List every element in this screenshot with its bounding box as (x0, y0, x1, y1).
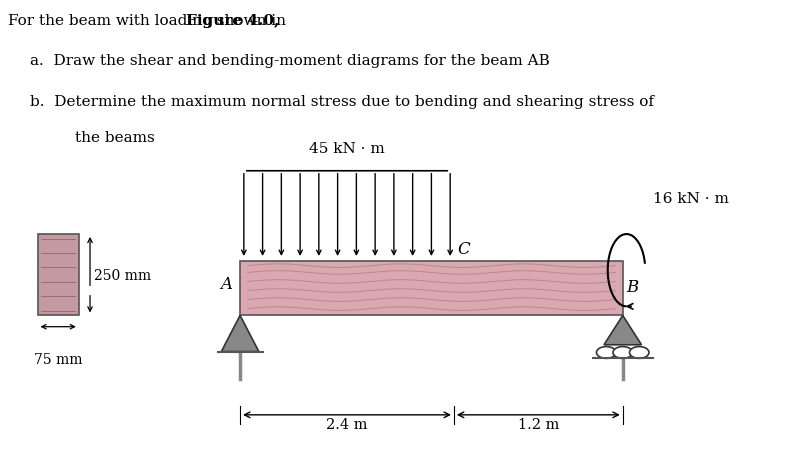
Polygon shape (604, 316, 641, 345)
Text: 16 kN · m: 16 kN · m (652, 192, 729, 205)
Text: 45 kN · m: 45 kN · m (309, 142, 385, 156)
Text: b.  Determine the maximum normal stress due to bending and shearing stress of: b. Determine the maximum normal stress d… (30, 95, 654, 109)
Text: For the beam with loading shown in: For the beam with loading shown in (8, 14, 290, 28)
Text: C: C (458, 240, 470, 257)
Text: a.  Draw the shear and bending-moment diagrams for the beam AB: a. Draw the shear and bending-moment dia… (30, 54, 550, 68)
Circle shape (630, 347, 649, 359)
Text: 1.2 m: 1.2 m (518, 417, 559, 431)
FancyBboxPatch shape (38, 235, 79, 316)
Circle shape (613, 347, 633, 359)
FancyBboxPatch shape (240, 262, 623, 316)
Text: A: A (221, 276, 232, 293)
Circle shape (597, 347, 616, 359)
Text: the beams: the beams (75, 131, 154, 145)
Text: 2.4 m: 2.4 m (326, 417, 368, 431)
Polygon shape (221, 316, 258, 352)
Text: Figure 4.0,: Figure 4.0, (186, 14, 280, 28)
Text: 75 mm: 75 mm (34, 352, 83, 366)
Text: B: B (626, 278, 639, 295)
Text: 250 mm: 250 mm (94, 268, 151, 282)
